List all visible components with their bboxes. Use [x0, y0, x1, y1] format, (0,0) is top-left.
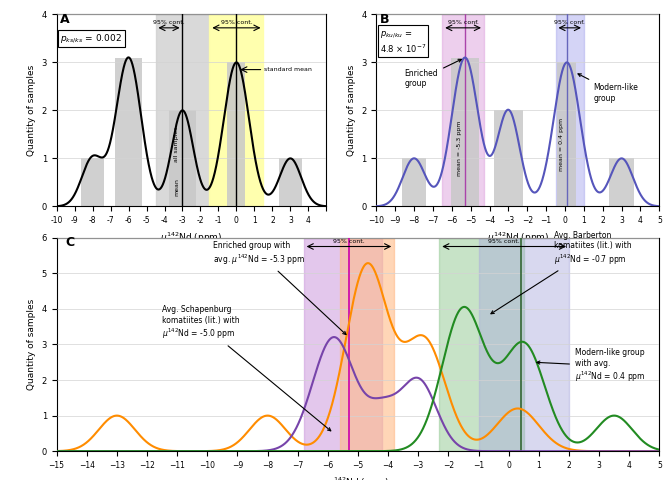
Text: Enriched
group: Enriched group — [404, 60, 462, 88]
Text: 95% cont.: 95% cont. — [488, 239, 520, 244]
Bar — [555, 14, 584, 206]
Text: standard mean: standard mean — [264, 67, 312, 72]
Text: Enriched group with
avg. $\mu^{142}$Nd = -5.3 ppm: Enriched group with avg. $\mu^{142}$Nd =… — [213, 241, 346, 335]
Text: mean = -5.3 ppm: mean = -5.3 ppm — [457, 121, 462, 177]
Bar — [609, 158, 634, 206]
Text: 95% cont.: 95% cont. — [220, 20, 252, 25]
Text: A: A — [60, 13, 70, 26]
Bar — [478, 238, 569, 451]
Text: 95% conf.: 95% conf. — [448, 20, 479, 25]
X-axis label: $\mu^{142}$Nd (ppm): $\mu^{142}$Nd (ppm) — [487, 231, 549, 245]
Text: all samples: all samples — [174, 126, 179, 162]
Text: Modern-like
group: Modern-like group — [578, 74, 638, 103]
Bar — [228, 62, 246, 206]
Text: C: C — [66, 237, 75, 250]
Bar — [304, 238, 382, 451]
Bar — [451, 58, 479, 206]
Text: Avg. Schapenburg
komatiites (lit.) with
$\mu^{142}$Nd = -5.0 ppm: Avg. Schapenburg komatiites (lit.) with … — [162, 305, 331, 431]
Bar — [169, 110, 196, 206]
X-axis label: $\mu^{142}$Nd (ppm): $\mu^{142}$Nd (ppm) — [161, 231, 222, 245]
Bar — [156, 14, 210, 206]
Bar — [340, 238, 394, 451]
Bar — [115, 58, 142, 206]
Bar — [442, 14, 484, 206]
Text: Avg. Barberton
komatiites (lit.) with
$\mu^{142}$Nd = -0.7 ppm: Avg. Barberton komatiites (lit.) with $\… — [491, 230, 631, 314]
Y-axis label: Quantity of samples: Quantity of samples — [27, 65, 36, 156]
Bar — [209, 14, 264, 206]
Bar — [402, 158, 426, 206]
Bar — [81, 158, 105, 206]
X-axis label: $\mu^{142}$Nd (ppm): $\mu^{142}$Nd (ppm) — [327, 476, 389, 480]
Bar — [494, 110, 523, 206]
Text: 95% cont.: 95% cont. — [153, 20, 185, 25]
Bar — [440, 238, 523, 451]
Y-axis label: Quantity of samples: Quantity of samples — [27, 299, 36, 390]
Text: 95% conf.: 95% conf. — [554, 20, 585, 25]
Text: $p_{ks/ks}$ = 0.002: $p_{ks/ks}$ = 0.002 — [60, 32, 123, 45]
Bar — [557, 62, 576, 206]
Text: mean: mean — [174, 178, 179, 196]
Text: Modern-like group
with avg.
$\mu^{142}$Nd = 0.4 ppm: Modern-like group with avg. $\mu^{142}$N… — [537, 348, 645, 384]
Text: 95% cont.: 95% cont. — [333, 239, 365, 244]
Text: $p_{ku/ku}$ =
4.8 × 10$^{-7}$: $p_{ku/ku}$ = 4.8 × 10$^{-7}$ — [380, 30, 426, 55]
Text: B: B — [380, 13, 390, 26]
Y-axis label: Quantity of samples: Quantity of samples — [346, 65, 356, 156]
Bar — [278, 158, 302, 206]
Text: mean = 0.4 ppm: mean = 0.4 ppm — [559, 118, 564, 170]
